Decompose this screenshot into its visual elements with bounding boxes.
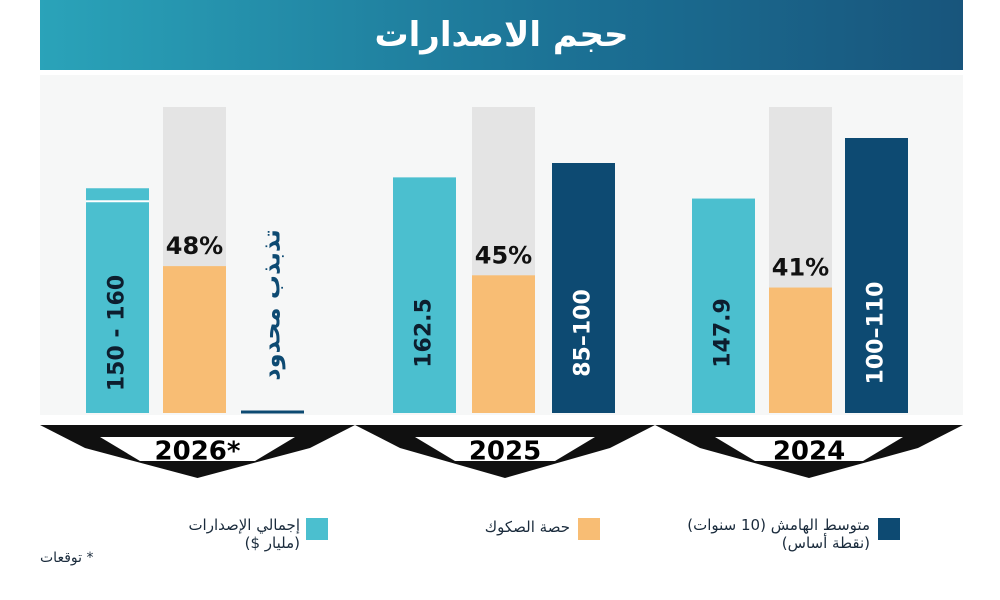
legend-spread-line1: متوسط الهامش (10 سنوات) (687, 516, 870, 534)
legend-issuance: إجمالي الإصدارات (مليار $) (130, 516, 300, 552)
category-label-2026*: 2026* (155, 437, 241, 467)
axis-label-bg-2024 (715, 437, 903, 461)
legend-spread: متوسط الهامش (10 سنوات) (نقطة أساس) (660, 516, 870, 552)
axis-label-bg-2026* (100, 437, 295, 461)
label-spread-2024: 100–110 (864, 282, 889, 385)
chart-title: حجم الاصدارات (374, 15, 629, 55)
label-share-2024: 41% (772, 254, 829, 282)
legend-spread-line2: (نقطة أساس) (781, 534, 870, 552)
label-issuance-2024: 147.9 (711, 298, 736, 368)
footnote: * توقعات (40, 550, 94, 566)
bar-issuance-2024 (692, 198, 755, 413)
bar-spread-2024 (845, 138, 908, 413)
title-banner: حجم الاصدارات (40, 0, 963, 70)
category-label-2024: 2024 (773, 437, 845, 467)
bar-share-2024 (769, 287, 832, 413)
label-share-2026*: 48% (166, 232, 223, 260)
label-spread-2026*: تذبذب محدود (258, 229, 286, 380)
bar-share-2026* (163, 266, 226, 413)
label-spread-2025: 85–100 (571, 289, 596, 377)
bar-spread-2025 (552, 163, 615, 413)
category-label-2025: 2025 (469, 437, 541, 467)
legend-swatch-spread (878, 518, 900, 540)
bar-share-2025 (472, 275, 535, 413)
legend-issuance-line1: إجمالي الإصدارات (188, 516, 300, 534)
label-share-2025: 45% (475, 241, 532, 269)
label-issuance-2025: 162.5 (412, 298, 437, 368)
legend-sukuk-line1: حصة الصكوك (484, 518, 570, 536)
axis-label-bg-2025 (415, 437, 595, 461)
legend-sukuk: حصة الصكوك (400, 518, 570, 536)
legend-swatch-sukuk (578, 518, 600, 540)
legend-swatch-issuance (306, 518, 328, 540)
bar-issuance-2026* (86, 188, 149, 413)
label-issuance-2026*: 150 - 160 (105, 275, 130, 391)
bar-issuance-2025 (393, 177, 456, 413)
legend-issuance-line2: (مليار $) (244, 534, 300, 552)
